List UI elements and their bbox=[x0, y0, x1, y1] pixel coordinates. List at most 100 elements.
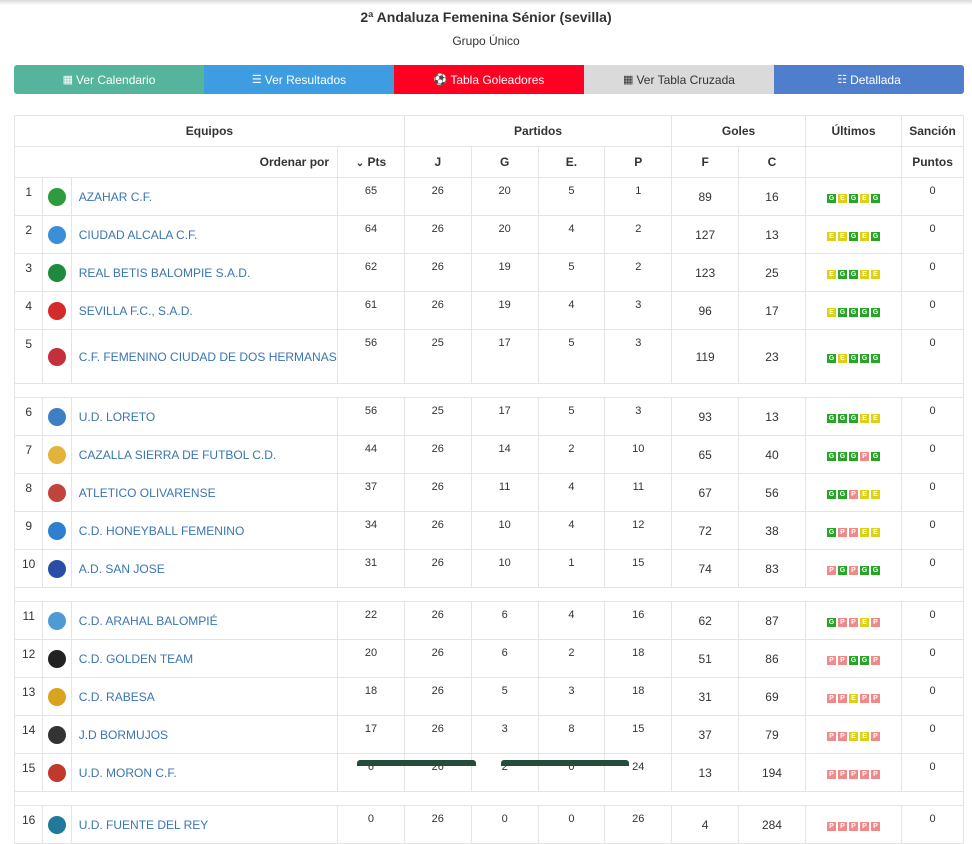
drawn-cell: 2 bbox=[537, 639, 606, 678]
team-link[interactable]: AZAHAR C.F. bbox=[78, 189, 153, 204]
team-link[interactable]: A.D. SAN JOSE bbox=[78, 561, 165, 576]
pager-button-right[interactable] bbox=[501, 760, 629, 766]
result-badge: G bbox=[826, 193, 836, 203]
lost-cell: 2 bbox=[604, 253, 673, 292]
team-crest-icon bbox=[48, 445, 67, 464]
points-cell: 61 bbox=[337, 291, 405, 330]
won-cell: 17 bbox=[470, 397, 539, 436]
table-row: 12 C.D. GOLDEN TEAM 20 26 6 2 18 51 86 P P G G P 0 bbox=[13, 639, 964, 678]
team-crest-icon bbox=[48, 407, 67, 426]
result-badge: E bbox=[870, 527, 880, 537]
goals-for-cell: 13 bbox=[671, 753, 740, 792]
result-badge: G bbox=[826, 489, 836, 499]
drawn-cell: 4 bbox=[537, 511, 606, 550]
team-link[interactable]: C.D. ARAHAL BALOMPIÉ bbox=[78, 613, 218, 628]
detailed-button[interactable]: ☷ Detallada bbox=[774, 65, 964, 94]
team-link[interactable]: U.D. MORON C.F. bbox=[78, 765, 177, 780]
result-badge: E bbox=[859, 527, 869, 537]
sort-pts-header[interactable]: ⌄ Pts bbox=[337, 146, 405, 178]
cross-table-button[interactable]: ▦ Ver Tabla Cruzada bbox=[584, 65, 774, 94]
f-header: F bbox=[671, 146, 740, 178]
puntos-header: Puntos bbox=[901, 146, 964, 178]
pager-button-left[interactable] bbox=[357, 760, 476, 766]
team-link[interactable]: U.D. LORETO bbox=[78, 409, 156, 424]
result-badge: G bbox=[848, 353, 858, 363]
result-badge: G bbox=[870, 193, 880, 203]
team-link[interactable]: C.D. HONEYBALL FEMENINO bbox=[78, 523, 245, 538]
standings-table: Equipos Partidos Goles Últimos Sanción O… bbox=[13, 115, 964, 844]
result-badge: P bbox=[826, 565, 836, 575]
won-cell: 20 bbox=[470, 215, 539, 254]
result-badge: P bbox=[837, 527, 847, 537]
team-link[interactable]: C.D. GOLDEN TEAM bbox=[78, 651, 194, 666]
lost-cell: 18 bbox=[604, 639, 673, 678]
team-link[interactable]: U.D. FUENTE DEL REY bbox=[78, 817, 209, 832]
position-cell: 10 bbox=[13, 549, 44, 588]
goals-for-cell: 62 bbox=[671, 601, 740, 640]
result-badge: E bbox=[859, 617, 869, 627]
sanction-cell: 0 bbox=[901, 397, 964, 436]
result-badge: G bbox=[837, 307, 847, 317]
points-cell: 62 bbox=[337, 253, 405, 292]
points-cell: 44 bbox=[337, 435, 405, 474]
detailed-label: Detallada bbox=[850, 72, 901, 87]
results-button[interactable]: ☰ Ver Resultados bbox=[204, 65, 394, 94]
result-badge: G bbox=[837, 489, 847, 499]
position-cell: 11 bbox=[13, 601, 44, 640]
points-cell: 65 bbox=[337, 177, 405, 216]
team-link[interactable]: C.F. FEMENINO CIUDAD DE DOS HERMANAS bbox=[78, 349, 337, 364]
result-badge: G bbox=[848, 231, 858, 241]
team-link[interactable]: CIUDAD ALCALA C.F. bbox=[78, 227, 198, 242]
result-badge: G bbox=[859, 655, 869, 665]
goals-against-cell: 284 bbox=[738, 805, 806, 844]
result-badge: G bbox=[837, 451, 847, 461]
e-header: E. bbox=[537, 146, 606, 178]
played-cell: 26 bbox=[403, 805, 472, 844]
team-link[interactable]: J.D BORMUJOS bbox=[78, 727, 169, 742]
calendar-button[interactable]: ▦ Ver Calendario bbox=[14, 65, 204, 94]
points-cell: 0 bbox=[337, 805, 405, 844]
results-label: Ver Resultados bbox=[264, 72, 347, 87]
page-title: 2ª Andaluza Femenina Sénior (sevilla) bbox=[360, 9, 612, 25]
result-badge: P bbox=[837, 655, 847, 665]
sanction-cell: 0 bbox=[901, 291, 964, 330]
goals-for-cell: 123 bbox=[671, 253, 740, 292]
position-cell: 1 bbox=[13, 177, 44, 216]
team-link[interactable]: REAL BETIS BALOMPIE S.A.D. bbox=[78, 265, 251, 280]
team-name-cell: U.D. LORETO bbox=[70, 397, 339, 436]
won-cell: 6 bbox=[470, 601, 539, 640]
grid-icon: ▦ bbox=[623, 74, 634, 86]
team-link[interactable]: ATLETICO OLIVARENSE bbox=[78, 485, 216, 500]
team-link[interactable]: C.D. RABESA bbox=[78, 689, 155, 704]
result-badge: G bbox=[826, 527, 836, 537]
won-cell: 10 bbox=[470, 511, 539, 550]
position-cell: 9 bbox=[13, 511, 44, 550]
team-link[interactable]: SEVILLA F.C., S.A.D. bbox=[78, 303, 193, 318]
team-name-cell: U.D. MORON C.F. bbox=[70, 753, 339, 792]
won-cell: 0 bbox=[470, 805, 539, 844]
goals-for-cell: 31 bbox=[671, 677, 740, 716]
pts-label: Pts bbox=[367, 155, 387, 169]
goals-for-cell: 89 bbox=[671, 177, 740, 216]
goals-for-cell: 119 bbox=[671, 329, 740, 384]
team-crest bbox=[42, 329, 72, 384]
result-badge: P bbox=[870, 769, 880, 779]
goals-against-cell: 86 bbox=[738, 639, 806, 678]
points-cell: 56 bbox=[337, 329, 405, 384]
goals-for-cell: 65 bbox=[671, 435, 740, 474]
played-cell: 26 bbox=[403, 435, 472, 474]
result-badge: G bbox=[826, 617, 836, 627]
team-crest-icon bbox=[48, 301, 67, 320]
team-link[interactable]: CAZALLA SIERRA DE FUTBOL C.D. bbox=[78, 447, 277, 462]
scorers-button[interactable]: ⚽ Tabla Goleadores bbox=[394, 65, 584, 94]
table-row: 14 J.D BORMUJOS 17 26 3 8 15 37 79 P P E E P 0 bbox=[13, 715, 964, 754]
position-cell: 15 bbox=[13, 753, 44, 792]
drawn-cell: 3 bbox=[537, 677, 606, 716]
